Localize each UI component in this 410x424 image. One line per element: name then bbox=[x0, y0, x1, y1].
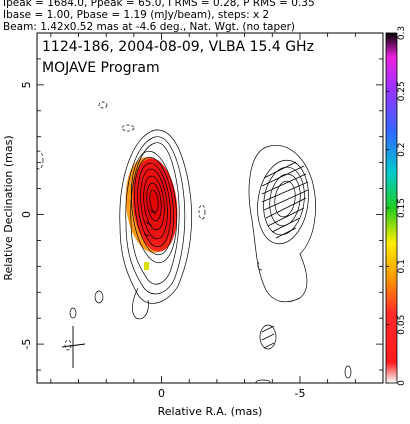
y-tick-label: -5 bbox=[20, 339, 33, 350]
colorbar-tick-label: 0.15 bbox=[397, 198, 407, 218]
jet-contours bbox=[248, 144, 316, 303]
polarized-intensity bbox=[125, 157, 178, 270]
x-tick-label: -5 bbox=[294, 387, 305, 400]
colorbar-tick-label: 0.25 bbox=[397, 81, 407, 101]
beam-cross bbox=[61, 326, 86, 368]
core-evpa-ticks bbox=[143, 209, 157, 237]
colorbar-tick-label: 0.05 bbox=[397, 315, 407, 335]
colorbar-tick-label: 0 bbox=[397, 380, 407, 386]
chart-title: 1124-186, 2004-08-09, VLBA 15.4 GHz bbox=[42, 39, 314, 55]
minor-contours bbox=[69, 261, 352, 383]
header-line-3: Beam: 1.42x0.52 mas at -4.6 deg., Nat. W… bbox=[3, 21, 296, 33]
colorbar-tick-label: 0.2 bbox=[397, 143, 407, 157]
core-contours bbox=[119, 129, 192, 320]
colorbar-tick-label: 0.3 bbox=[397, 26, 407, 40]
map-area bbox=[37, 101, 352, 383]
y-axis-label: Relative Declination (mas) bbox=[2, 135, 15, 280]
header-line-2: Ibase = 1.00, Pbase = 1.19 (mJy/beam), s… bbox=[3, 9, 270, 21]
axis-ticks: 0 -5 5 0 -5 0 0.05 0.1 0.15 0.2 0.25 0.3 bbox=[20, 26, 407, 400]
y-tick-label: 5 bbox=[20, 81, 33, 88]
x-axis-label: Relative R.A. (mas) bbox=[158, 405, 263, 418]
polarized-core bbox=[132, 158, 178, 252]
header-line-1: Ipeak = 1684.0, Ppeak = 65.0, I RMS = 0.… bbox=[3, 0, 315, 9]
x-tick-label: 0 bbox=[158, 387, 165, 400]
negative-contours bbox=[37, 101, 206, 351]
polarized-knot bbox=[144, 262, 149, 270]
plot-frame bbox=[36, 32, 384, 384]
jet-evpa-ticks bbox=[261, 161, 309, 239]
y-tick-label: 0 bbox=[20, 211, 33, 218]
chart-subtitle: MOJAVE Program bbox=[42, 60, 160, 76]
colorbar-tick-label: 0.1 bbox=[397, 259, 407, 273]
